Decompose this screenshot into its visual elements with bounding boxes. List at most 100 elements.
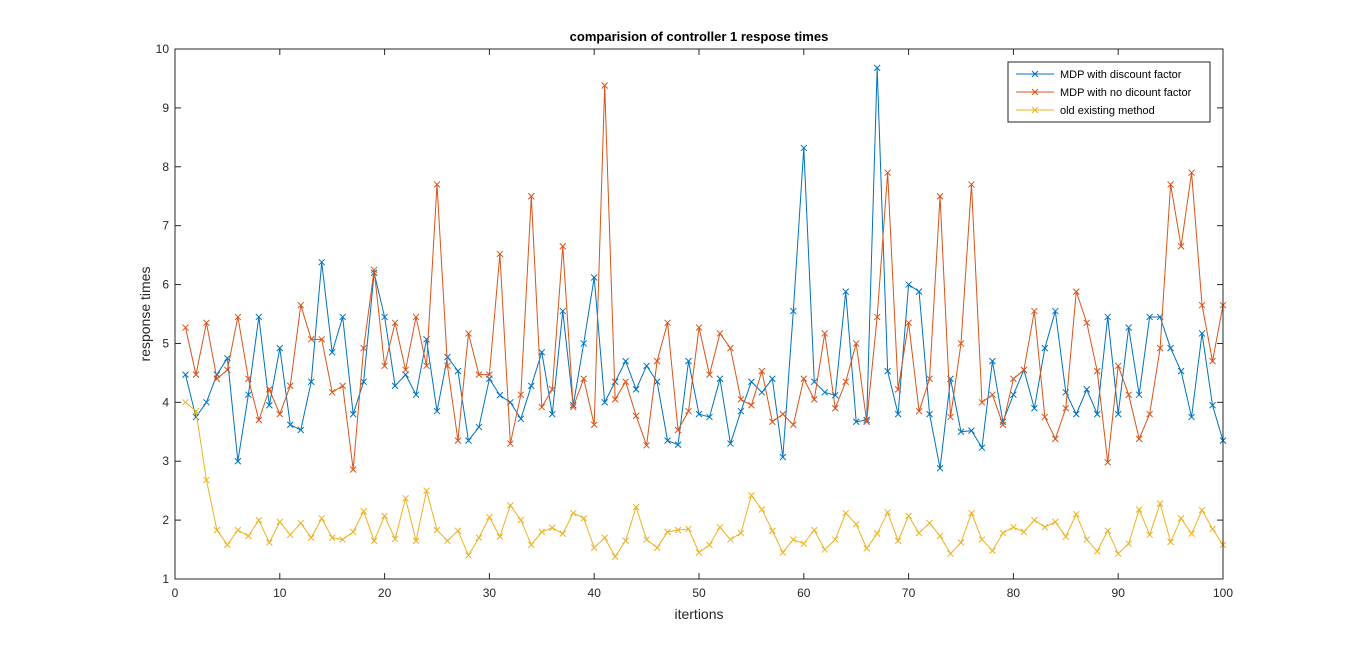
data-point [968, 509, 975, 517]
data-point [1093, 547, 1101, 555]
data-point [465, 437, 472, 444]
data-point [1188, 169, 1195, 177]
x-tick-label: 30 [483, 586, 497, 600]
data-point [412, 313, 420, 321]
data-point [915, 529, 923, 537]
series-layer [182, 64, 1227, 560]
data-point [475, 423, 483, 431]
data-point [486, 513, 493, 521]
data-point [915, 288, 923, 295]
data-point [527, 382, 535, 390]
data-point [496, 533, 504, 540]
data-point [1146, 531, 1153, 539]
data-point [758, 367, 766, 375]
data-point [192, 371, 200, 379]
data-point [1125, 391, 1133, 399]
data-point [182, 371, 189, 379]
data-point [517, 391, 525, 399]
legend: MDP with discount factor MDP with no dico… [1007, 61, 1211, 123]
series-line-1 [184, 67, 1224, 469]
legend-swatch-marker [1031, 106, 1039, 114]
data-point [852, 340, 860, 347]
data-point [234, 457, 242, 465]
data-point [580, 340, 588, 347]
data-point [580, 375, 588, 383]
data-point [632, 386, 640, 393]
data-point [433, 181, 441, 188]
data-point [1093, 367, 1101, 375]
y-tick-label: 9 [162, 101, 169, 115]
y-axis-label: response times [137, 267, 153, 362]
data-point [1072, 510, 1080, 518]
data-point [496, 250, 504, 258]
data-point [224, 541, 231, 549]
x-tick-label: 10 [273, 586, 287, 600]
data-point [1135, 506, 1143, 513]
data-point [381, 313, 388, 321]
data-point [1104, 527, 1112, 535]
data-point [905, 281, 912, 288]
data-point [622, 537, 629, 545]
data-point [391, 319, 399, 327]
data-point [213, 526, 221, 534]
x-tick-label: 0 [172, 586, 179, 600]
data-point [800, 540, 808, 548]
x-tick-label: 40 [588, 586, 602, 600]
data-point [1125, 324, 1133, 331]
data-point [370, 537, 378, 545]
data-point [276, 518, 284, 526]
data-point [475, 371, 483, 379]
data-point [989, 357, 996, 365]
data-point [318, 514, 326, 522]
data-point [1167, 181, 1174, 188]
data-point [517, 516, 525, 524]
data-point [496, 391, 504, 399]
data-point [842, 288, 850, 295]
data-point [674, 426, 682, 434]
data-point [926, 375, 933, 383]
data-point [821, 388, 829, 396]
y-tick-label: 8 [162, 160, 169, 174]
data-point [737, 529, 745, 537]
data-point [758, 388, 766, 396]
data-point [527, 541, 535, 549]
data-point [968, 181, 975, 188]
data-point [286, 531, 294, 539]
data-point [203, 476, 210, 484]
data-point [748, 378, 755, 386]
data-point [1083, 319, 1091, 327]
data-point [706, 541, 713, 549]
data-point [1156, 344, 1164, 352]
data-point [265, 539, 273, 546]
data-point [653, 544, 661, 552]
data-point [926, 410, 933, 418]
data-point [328, 534, 336, 542]
data-point [381, 362, 388, 370]
data-point [947, 413, 954, 421]
data-point [307, 378, 315, 386]
data-point [297, 519, 305, 527]
data-point [454, 437, 462, 444]
data-point [884, 169, 891, 177]
x-axis-label: itertions [674, 606, 723, 622]
data-point [957, 340, 965, 347]
data-point [601, 534, 609, 542]
data-point [789, 307, 797, 315]
data-point [286, 421, 294, 429]
data-point [538, 403, 546, 411]
data-point [926, 519, 933, 527]
data-point [265, 386, 273, 393]
data-point [444, 353, 451, 361]
data-point [1114, 362, 1122, 370]
data-point [779, 453, 787, 461]
data-point [559, 530, 567, 538]
data-point [245, 532, 252, 540]
data-point [936, 192, 944, 200]
data-point [863, 545, 871, 552]
data-point [643, 536, 650, 543]
legend-swatch-marker [1031, 70, 1039, 78]
data-point [1104, 459, 1112, 466]
data-point [915, 407, 923, 415]
data-point [1051, 518, 1059, 526]
